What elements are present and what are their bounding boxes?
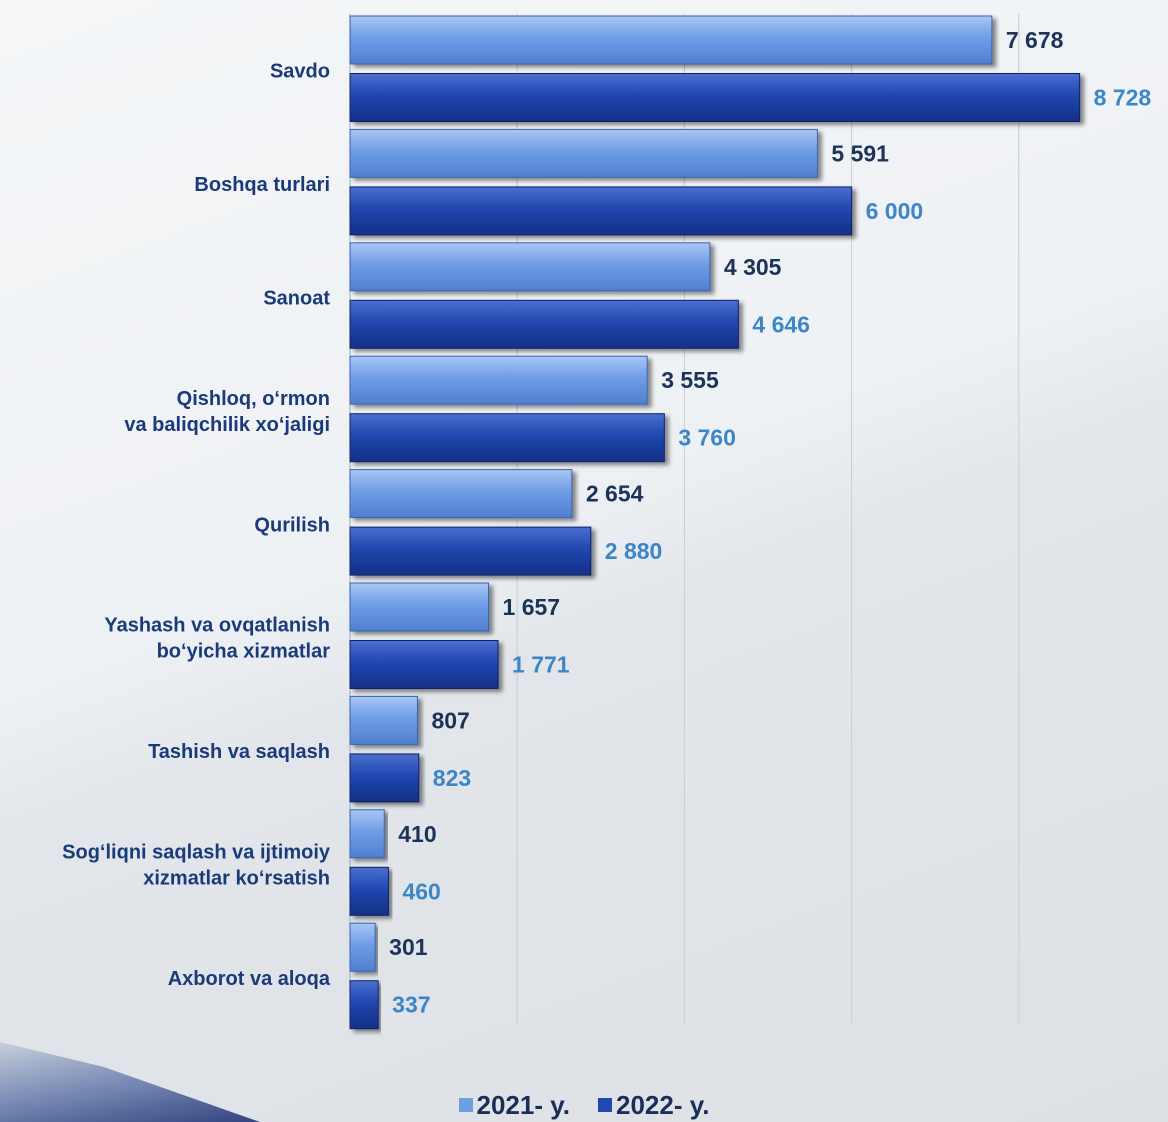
bar-2022 bbox=[349, 526, 592, 576]
legend-item-2022: 2022- y. bbox=[598, 1090, 709, 1121]
category-label: Sanoat bbox=[263, 288, 330, 310]
bar-2022 bbox=[349, 299, 739, 349]
bar-2022 bbox=[349, 753, 420, 803]
legend-item-2021: 2021- y. bbox=[458, 1089, 570, 1121]
category-label: Qurilish bbox=[254, 514, 330, 536]
value-label-2021: 7 678 bbox=[1006, 27, 1064, 53]
bar-2021 bbox=[349, 809, 385, 859]
legend-label-2022: 2022- y. bbox=[616, 1089, 710, 1120]
value-label-2021: 807 bbox=[431, 707, 469, 733]
bar-2021 bbox=[349, 128, 818, 178]
value-label-2022: 8 728 bbox=[1094, 85, 1152, 111]
value-label-2022: 3 760 bbox=[678, 425, 736, 451]
chart-legend: 2021- y. 2022- y. bbox=[0, 1088, 1168, 1122]
legend-swatch-2022 bbox=[598, 1098, 612, 1112]
bar-2022 bbox=[349, 413, 665, 463]
category-label: Axborot va aloqa bbox=[168, 968, 331, 990]
category-label: Sog‘liqni saqlash va ijtimoiy xizmatlar k… bbox=[62, 842, 331, 890]
value-label-2021: 3 555 bbox=[661, 367, 719, 393]
bar-2022 bbox=[349, 73, 1081, 122]
value-label-2021: 5 591 bbox=[831, 140, 889, 166]
bar-2021 bbox=[349, 695, 418, 745]
bar-2022 bbox=[349, 866, 389, 916]
value-label-2022: 823 bbox=[433, 765, 471, 791]
category-label: Boshqa turlari bbox=[194, 174, 330, 196]
value-label-2022: 337 bbox=[392, 992, 430, 1018]
value-label-2022: 4 646 bbox=[752, 311, 810, 337]
value-label-2021: 4 305 bbox=[724, 254, 782, 280]
value-label-2021: 1 657 bbox=[503, 594, 561, 620]
category-label: Savdo bbox=[270, 61, 330, 83]
category-label: Qishloq, o‘rmon va baliqchilik xo‘jaligi bbox=[124, 388, 330, 436]
bar-2022 bbox=[349, 186, 853, 236]
value-label-2022: 460 bbox=[402, 878, 440, 904]
bar-2021 bbox=[349, 15, 993, 65]
bar-2022 bbox=[349, 980, 379, 1030]
bar-2021 bbox=[349, 355, 648, 405]
bar-2021 bbox=[349, 922, 376, 972]
legend-swatch-2021 bbox=[458, 1098, 473, 1112]
value-label-2021: 301 bbox=[389, 934, 428, 960]
category-label: Tashish va saqlash bbox=[148, 741, 330, 763]
bar-2021 bbox=[349, 582, 490, 632]
legend-label-2021: 2021- y. bbox=[476, 1089, 570, 1120]
value-label-2021: 410 bbox=[398, 821, 436, 847]
bar-2021 bbox=[349, 469, 573, 519]
value-label-2022: 6 000 bbox=[866, 198, 924, 224]
bar-2021 bbox=[349, 242, 711, 292]
value-label-2022: 2 880 bbox=[605, 538, 663, 564]
value-label-2022: 1 771 bbox=[512, 652, 570, 678]
category-label: Yashash va ovqatlanish bo‘yicha xizmatlar bbox=[104, 615, 330, 663]
bar-2022 bbox=[349, 640, 499, 689]
value-label-2021: 2 654 bbox=[586, 481, 644, 507]
